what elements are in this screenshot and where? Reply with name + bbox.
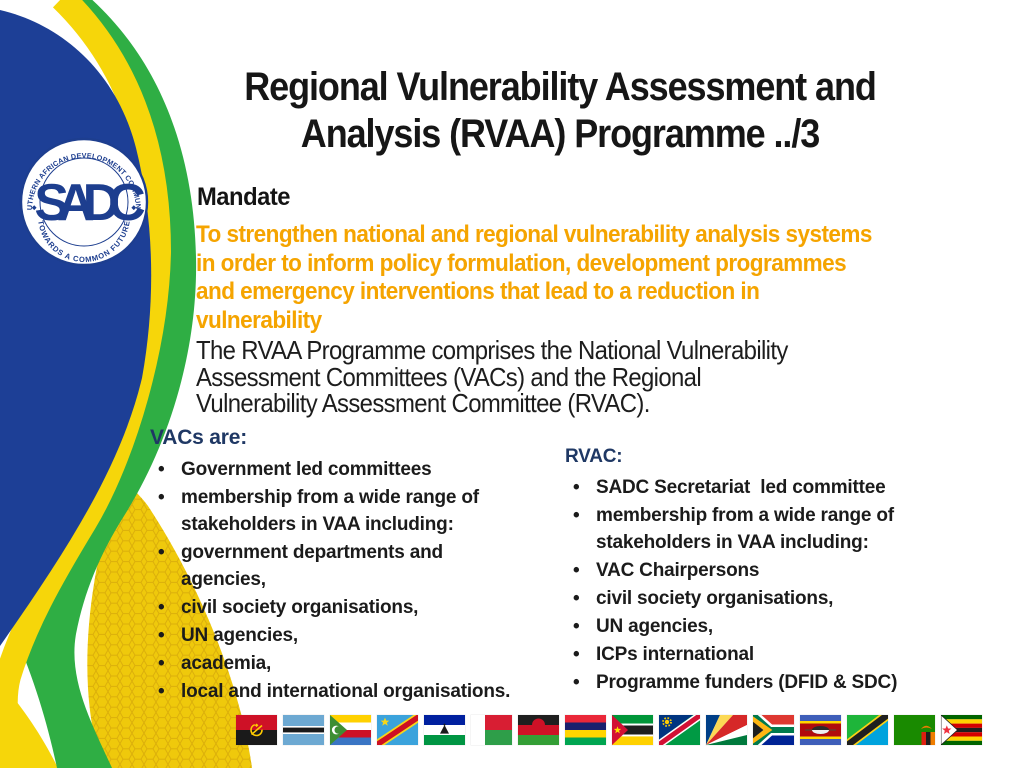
vacs-list-item: UN agencies, — [150, 622, 558, 649]
flag-tanzania-icon — [847, 715, 888, 745]
vacs-list: VACs are: Government led committees memb… — [150, 426, 558, 706]
flag-mauritius-icon — [565, 715, 606, 745]
slide-title: Regional Vulnerability Assessment and An… — [196, 64, 925, 158]
vacs-list-item: Government led committees — [150, 456, 558, 483]
mandate-line: and emergency interventions that lead to… — [196, 278, 760, 305]
rvac-list-item: civil society organisations, — [565, 585, 973, 612]
flag-strip — [236, 715, 982, 745]
flag-malawi-icon — [518, 715, 559, 745]
logo-monogram: SADC — [34, 174, 145, 232]
vacs-list-item: government departments and agencies, — [150, 539, 558, 593]
rvac-list-item: UN agencies, — [565, 613, 973, 640]
rvac-list: RVAC: SADC Secretariat led committee mem… — [565, 446, 973, 697]
mandate-line: To strengthen national and regional vuln… — [196, 221, 872, 248]
slide-decoration: SOUTHERN AFRICAN DEVELOPMENT COMMUNITY T… — [0, 0, 252, 768]
flag-eswatini-icon — [800, 715, 841, 745]
sadc-logo: SOUTHERN AFRICAN DEVELOPMENT COMMUNITY T… — [19, 137, 157, 267]
flag-seychelles-icon — [706, 715, 747, 745]
logo-inner-ring — [39, 157, 129, 247]
flag-comoros-icon — [330, 715, 371, 745]
rvac-list-heading: RVAC: — [565, 446, 623, 467]
flag-madagascar-icon — [471, 715, 512, 745]
rvac-list-item: VAC Chairpersons — [565, 557, 973, 584]
rvac-list-item: SADC Secretariat led committee — [565, 474, 973, 501]
rvac-list-item: Programme funders (DFID & SDC) — [565, 669, 973, 696]
vacs-list-item: local and international organisations. — [150, 678, 558, 705]
flag-lesotho-icon — [424, 715, 465, 745]
mandate-line: vulnerability — [196, 306, 322, 334]
paragraph-line: Vulnerability Assessment Committee (RVAC… — [196, 388, 650, 418]
paragraph-line: Assessment Committees (VACs) and the Reg… — [196, 361, 702, 392]
vacs-list-item: membership from a wide range of stakehol… — [150, 484, 558, 538]
paragraph-line: The RVAA Programme comprises the Nationa… — [196, 335, 788, 365]
logo-outer-ring — [19, 137, 149, 267]
mandate-line: in order to inform policy formulation, d… — [196, 249, 847, 277]
vacs-list-item: civil society organisations, — [150, 594, 558, 621]
flag-zambia-icon — [894, 715, 935, 745]
flag-mozambique-icon — [612, 715, 653, 745]
rvac-list-item: ICPs international — [565, 641, 973, 668]
vacs-list-heading: VACs are: — [150, 426, 248, 449]
flag-southafrica-icon — [753, 715, 794, 745]
flag-drcongo-icon — [377, 715, 418, 745]
flag-namibia-icon — [659, 715, 700, 745]
flag-zimbabwe-icon — [941, 715, 982, 745]
mandate-heading: Mandate — [197, 183, 291, 211]
rvac-list-item: membership from a wide range of stakehol… — [565, 502, 973, 556]
title-line-2: Analysis (RVAA) Programme ../3 — [300, 112, 821, 156]
flag-angola-icon — [236, 715, 277, 745]
mandate-text: To strengthen national and regional vuln… — [196, 221, 987, 335]
flag-botswana-icon — [283, 715, 324, 745]
rvaa-paragraph: The RVAA Programme comprises the Nationa… — [196, 337, 895, 417]
yellow-band — [0, 0, 172, 768]
vacs-list-item: academia, — [150, 650, 558, 677]
title-line-1: Regional Vulnerability Assessment and — [244, 65, 877, 109]
